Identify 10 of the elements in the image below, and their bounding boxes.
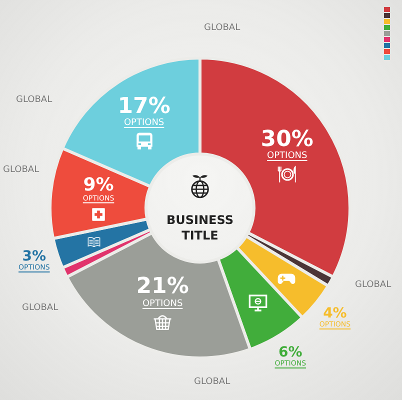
text: GLOBAL xyxy=(355,280,392,290)
text: GLOBAL xyxy=(204,23,240,33)
text: GLOBAL xyxy=(16,95,52,105)
data-label: 17% OPTIONS xyxy=(118,94,170,130)
text: BUSINESS TITLE xyxy=(166,213,234,243)
data-label: 30% OPTIONS xyxy=(260,126,314,162)
text: GLOBAL xyxy=(3,165,40,175)
text: GLOBAL xyxy=(22,303,58,313)
text: GLOBAL xyxy=(194,377,230,387)
data-label: 21% OPTIONS xyxy=(136,274,189,310)
